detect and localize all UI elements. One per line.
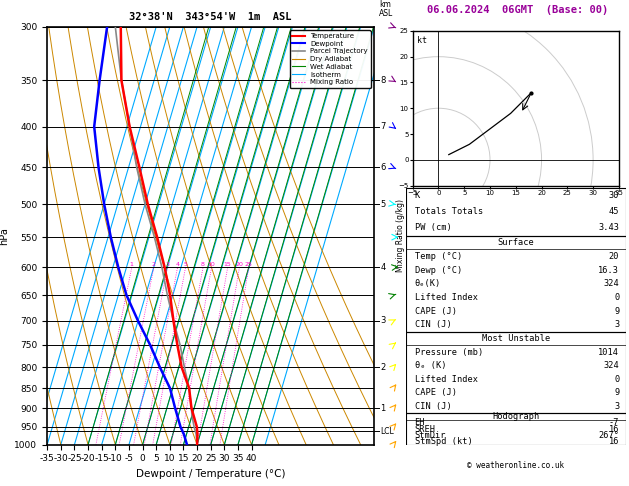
Text: 06.06.2024  06GMT  (Base: 00): 06.06.2024 06GMT (Base: 00) — [426, 4, 608, 15]
Text: CIN (J): CIN (J) — [415, 320, 451, 330]
Text: 20: 20 — [609, 252, 619, 261]
Text: 1: 1 — [381, 403, 386, 413]
Text: EH: EH — [415, 418, 425, 427]
Text: Pressure (mb): Pressure (mb) — [415, 347, 483, 357]
Text: Dewp (°C): Dewp (°C) — [415, 265, 462, 275]
Text: 45: 45 — [609, 207, 619, 216]
Text: 324: 324 — [603, 279, 619, 288]
Text: -7: -7 — [609, 418, 619, 427]
Text: Lifted Index: Lifted Index — [415, 375, 477, 384]
Text: 5: 5 — [184, 262, 187, 267]
Text: 9: 9 — [614, 307, 619, 316]
Text: 0: 0 — [614, 375, 619, 384]
X-axis label: Dewpoint / Temperature (°C): Dewpoint / Temperature (°C) — [136, 469, 286, 479]
Text: 8: 8 — [201, 262, 205, 267]
Text: 0: 0 — [614, 293, 619, 302]
Text: 3: 3 — [381, 316, 386, 325]
Text: CAPE (J): CAPE (J) — [415, 388, 457, 398]
Text: 16: 16 — [609, 424, 619, 434]
Text: 25: 25 — [245, 262, 253, 267]
Text: Totals Totals: Totals Totals — [415, 207, 483, 216]
Text: 4: 4 — [175, 262, 179, 267]
Text: CAPE (J): CAPE (J) — [415, 307, 457, 316]
Text: Lifted Index: Lifted Index — [415, 293, 477, 302]
Text: 3: 3 — [165, 262, 169, 267]
Text: CIN (J): CIN (J) — [415, 402, 451, 411]
Legend: Temperature, Dewpoint, Parcel Trajectory, Dry Adiabat, Wet Adiabat, Isotherm, Mi: Temperature, Dewpoint, Parcel Trajectory… — [289, 30, 370, 88]
Text: K: K — [415, 191, 420, 200]
Text: 2: 2 — [152, 262, 156, 267]
Text: 3.43: 3.43 — [598, 223, 619, 232]
Text: Temp (°C): Temp (°C) — [415, 252, 462, 261]
Text: 32°38'N  343°54'W  1m  ASL: 32°38'N 343°54'W 1m ASL — [130, 12, 292, 22]
Text: 7: 7 — [381, 122, 386, 131]
Text: 30: 30 — [609, 191, 619, 200]
Text: θₑ (K): θₑ (K) — [415, 361, 446, 370]
Text: 1: 1 — [130, 262, 134, 267]
Text: 3: 3 — [614, 402, 619, 411]
Text: 6: 6 — [381, 163, 386, 172]
Text: PW (cm): PW (cm) — [415, 223, 451, 232]
Text: © weatheronline.co.uk: © weatheronline.co.uk — [467, 461, 564, 470]
Text: 10: 10 — [208, 262, 216, 267]
Text: 2: 2 — [381, 363, 386, 372]
Text: 1014: 1014 — [598, 347, 619, 357]
Text: 16: 16 — [609, 437, 619, 446]
Text: kt: kt — [417, 35, 427, 45]
Text: 4: 4 — [381, 263, 386, 272]
Text: StmDir: StmDir — [415, 431, 446, 440]
Text: km
ASL: km ASL — [379, 0, 393, 18]
Text: 8: 8 — [381, 76, 386, 85]
Text: Mixing Ratio (g/kg): Mixing Ratio (g/kg) — [396, 199, 404, 272]
Text: 5: 5 — [381, 200, 386, 208]
Text: 20: 20 — [235, 262, 243, 267]
Text: 16.3: 16.3 — [598, 265, 619, 275]
Text: LCL: LCL — [381, 427, 394, 436]
Y-axis label: hPa: hPa — [0, 227, 9, 244]
Text: Surface: Surface — [498, 238, 534, 247]
Text: Most Unstable: Most Unstable — [482, 334, 550, 343]
Text: 324: 324 — [603, 361, 619, 370]
Text: Hodograph: Hodograph — [492, 412, 540, 421]
Text: 9: 9 — [614, 388, 619, 398]
Text: StmSpd (kt): StmSpd (kt) — [415, 437, 472, 446]
Text: 15: 15 — [224, 262, 231, 267]
Text: 3: 3 — [614, 320, 619, 330]
Text: 267°: 267° — [598, 431, 619, 440]
Text: θₑ(K): θₑ(K) — [415, 279, 441, 288]
Text: SREH: SREH — [415, 424, 435, 434]
